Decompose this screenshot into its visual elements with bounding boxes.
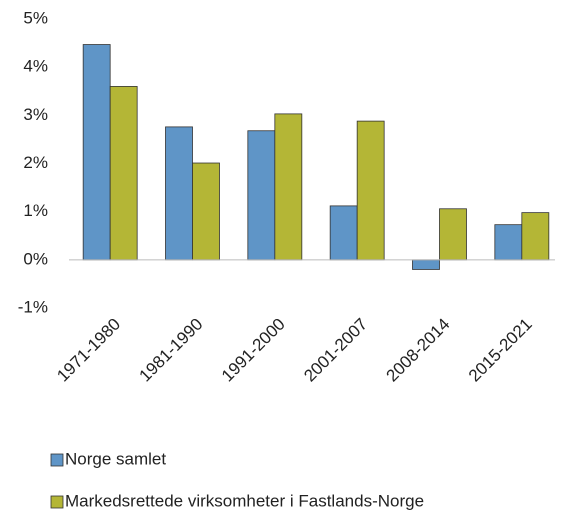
y-tick-label: 1% [23, 201, 48, 220]
x-tick-label: 2015-2021 [465, 315, 536, 386]
bar [109, 86, 138, 261]
y-tick-label: -1% [18, 297, 48, 316]
x-tick-label: 2001-2007 [300, 315, 371, 386]
legend-swatch [50, 453, 64, 467]
bar [192, 162, 220, 261]
legend-swatch [50, 495, 64, 509]
bar [82, 44, 111, 261]
x-tick-label: 2008-2014 [383, 315, 454, 386]
y-tick-label: 4% [23, 57, 48, 76]
bar [329, 205, 358, 261]
bar [165, 126, 193, 261]
x-tick-label: 1981-1990 [136, 315, 207, 386]
y-tick-label: 3% [23, 105, 48, 124]
bar [247, 130, 276, 261]
x-tick-label: 1971-1980 [53, 315, 124, 386]
y-tick-label: 5% [23, 8, 48, 27]
bar [356, 120, 385, 261]
bar [439, 208, 467, 261]
bar [274, 113, 303, 261]
x-tick-label: 1991-2000 [218, 315, 289, 386]
legend-label: Norge samlet [65, 449, 166, 468]
bar [412, 259, 440, 270]
bar [494, 224, 523, 261]
bar [521, 212, 550, 261]
y-tick-label: 2% [23, 153, 48, 172]
y-tick-label: 0% [23, 249, 48, 268]
legend-label: Markedsrettede virksomheter i Fastlands-… [65, 491, 424, 510]
